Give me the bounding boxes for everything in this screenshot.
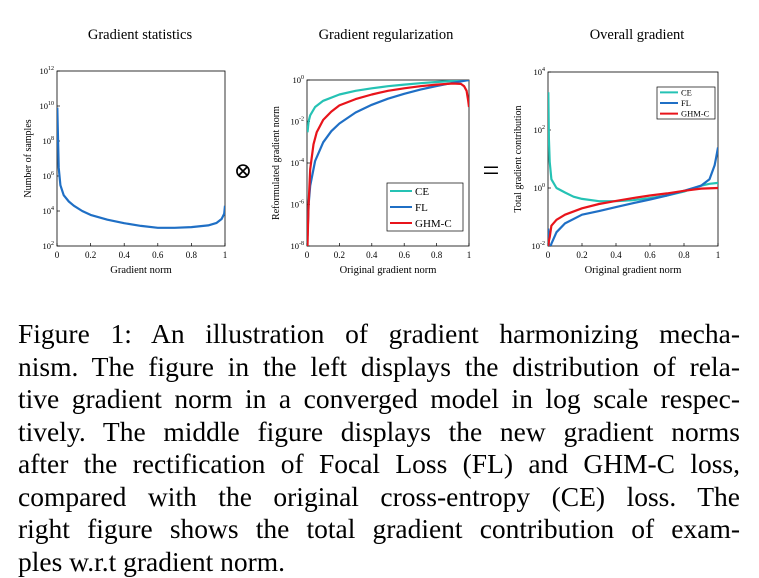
y-axis-label: Number of samples bbox=[23, 119, 34, 197]
caption-line: compared with the original cross-entropy… bbox=[18, 480, 740, 512]
panel-gradient-statistics: Gradient statistics 0 0.2 0.4 0.6 0.8 1 102 104 1… bbox=[23, 27, 227, 276]
caption-line: tive gradient norm in a converged model … bbox=[18, 383, 740, 414]
series-line-ghm-c bbox=[307, 82, 469, 246]
y-tick-label: 1012 bbox=[40, 66, 55, 76]
caption-line: nism. The figure in the left displays th… bbox=[18, 350, 740, 382]
x-tick-label: 0.4 bbox=[119, 250, 131, 260]
y-tick-label: 100 bbox=[293, 75, 305, 85]
x-axis-label: Original gradient norm bbox=[340, 265, 437, 276]
x-tick-label: 0.4 bbox=[610, 250, 622, 260]
y-tick-label: 104 bbox=[534, 67, 546, 77]
operator-otimes: ⊗ bbox=[234, 158, 252, 183]
x-tick-label: 0.6 bbox=[152, 250, 164, 260]
y-axis-label: Reformulated gradient norm bbox=[271, 106, 282, 220]
figure-panels: Gradient statistics 0 0.2 0.4 0.6 0.8 1 102 104 1… bbox=[23, 27, 720, 276]
x-tick-label: 1 bbox=[223, 250, 228, 260]
y-tick-label: 104 bbox=[43, 206, 55, 216]
x-tick-label: 0.8 bbox=[678, 250, 690, 260]
x-tick-label: 0.6 bbox=[644, 250, 656, 260]
x-tick-label: 0 bbox=[55, 250, 60, 260]
y-tick-label: 10-4 bbox=[291, 158, 305, 168]
panel-overall-gradient: Overall gradient 0 0.2 0.4 0.6 0.8 1 10-2 100 102… bbox=[513, 27, 720, 276]
legend-entry: FL bbox=[415, 202, 428, 214]
x-tick-label: 0.2 bbox=[576, 250, 587, 260]
plot-frame bbox=[547, 71, 719, 247]
x-tick-label: 0.8 bbox=[186, 250, 198, 260]
plot-frame bbox=[56, 70, 226, 247]
panel-gradient-regularization: Gradient regularization 0 0.2 0.4 0.6 0.8 1 10-… bbox=[271, 27, 471, 276]
figure-caption: Figure 1: An illustration of gradient ha… bbox=[18, 318, 740, 578]
caption-line: right figure shows the total gradient co… bbox=[18, 513, 740, 544]
x-tick-label: 0 bbox=[546, 250, 551, 260]
y-tick-label: 10-8 bbox=[291, 241, 305, 251]
x-tick-label: 0.8 bbox=[431, 250, 443, 260]
x-tick-label: 0.4 bbox=[366, 250, 378, 260]
legend-entry: GHM-C bbox=[681, 109, 710, 119]
x-tick-label: 1 bbox=[467, 250, 472, 260]
x-tick-label: 0.6 bbox=[399, 250, 411, 260]
series-line-ce bbox=[307, 80, 469, 133]
y-tick-label: 100 bbox=[534, 183, 546, 193]
chart-title: Gradient statistics bbox=[88, 27, 193, 43]
x-axis-label: Original gradient norm bbox=[585, 265, 682, 276]
legend-entry: GHM-C bbox=[415, 218, 452, 230]
legend-entry: CE bbox=[681, 87, 692, 97]
y-tick-label: 10-6 bbox=[291, 200, 305, 210]
y-axis-label: Total gradient contribution bbox=[513, 105, 524, 212]
legend-entry: CE bbox=[415, 186, 429, 198]
y-tick-label: 10-2 bbox=[291, 117, 305, 127]
x-axis-label: Gradient norm bbox=[110, 265, 172, 276]
y-tick-label: 106 bbox=[43, 171, 55, 181]
caption-line: after the rectification of Focal Loss (F… bbox=[18, 448, 740, 479]
y-tick-label: 108 bbox=[43, 136, 55, 146]
y-tick-label: 1010 bbox=[40, 101, 55, 111]
series-line-fl bbox=[548, 147, 718, 246]
x-tick-label: 0.2 bbox=[85, 250, 96, 260]
x-tick-label: 0 bbox=[305, 250, 310, 260]
legend-entry: FL bbox=[681, 98, 691, 108]
series-line-ghm-c bbox=[548, 186, 718, 246]
chart-title: Gradient regularization bbox=[319, 27, 455, 43]
caption-line: tively. The middle figure displays the n… bbox=[18, 415, 740, 447]
y-tick-label: 102 bbox=[534, 125, 546, 135]
caption-line: Figure 1: An illustration of gradient ha… bbox=[18, 318, 740, 349]
caption-line: ples w.r.t gradient norm. bbox=[18, 545, 286, 577]
y-tick-label: 10-2 bbox=[532, 241, 546, 251]
operator-equals: = bbox=[483, 154, 500, 187]
series-line-fl bbox=[307, 80, 469, 237]
x-tick-label: 0.2 bbox=[334, 250, 345, 260]
y-tick-label: 102 bbox=[43, 241, 55, 251]
x-tick-label: 1 bbox=[716, 250, 721, 260]
series-line bbox=[57, 107, 225, 229]
chart-title: Overall gradient bbox=[590, 27, 685, 43]
